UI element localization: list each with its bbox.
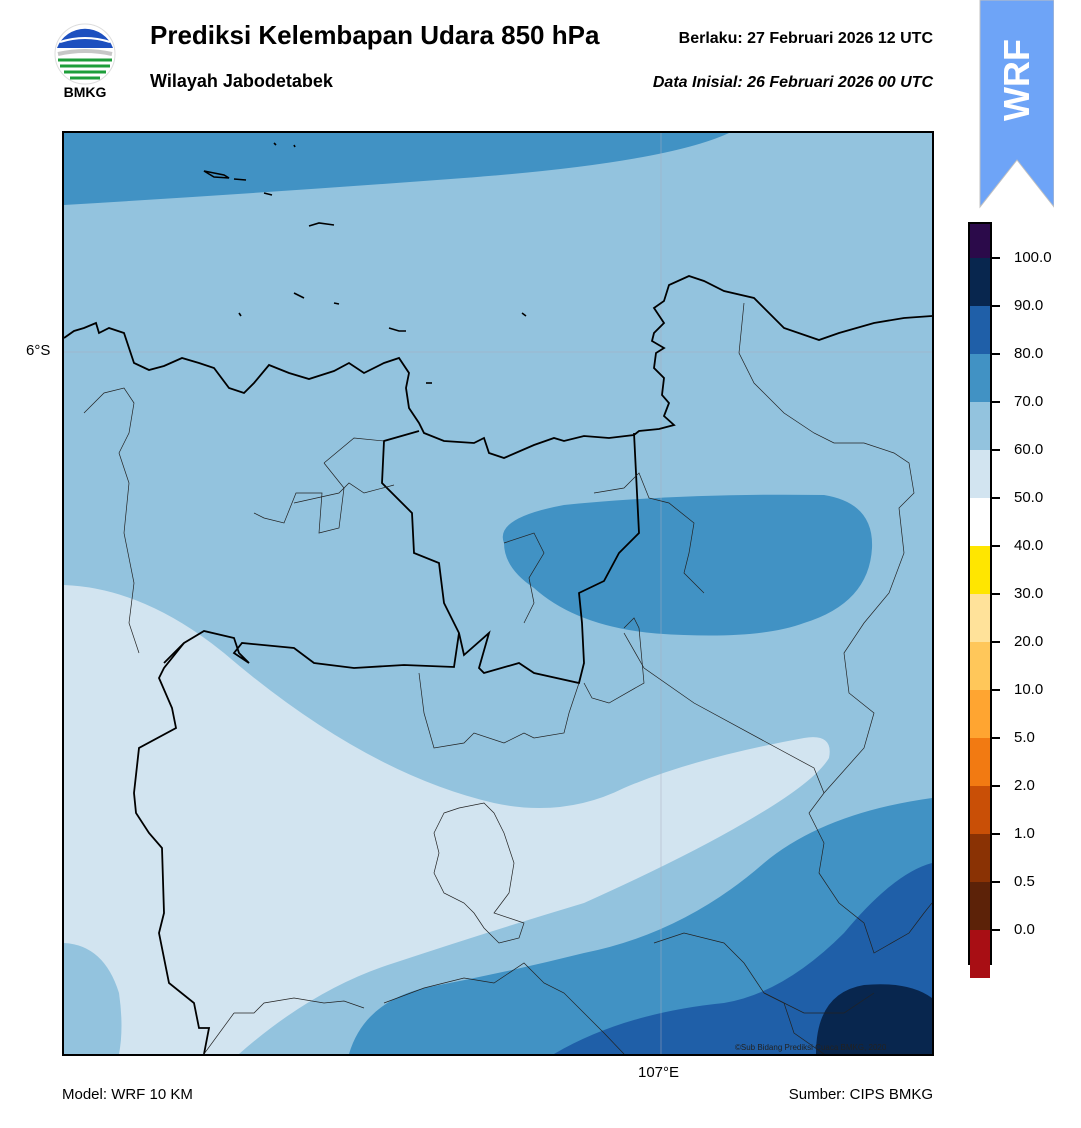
initial-time: Data Inisial: 26 Februari 2026 00 UTC bbox=[652, 74, 933, 91]
colorbar-segment bbox=[970, 258, 990, 306]
map-subtitle: Wilayah Jabodetabek bbox=[150, 71, 333, 91]
wrf-badge bbox=[979, 0, 1054, 209]
band-80-90-north bbox=[64, 133, 729, 205]
wrf-badge-label: WRF bbox=[979, 0, 1054, 160]
colorbar-label: 90.0 bbox=[1014, 297, 1044, 314]
colorbar-label: 80.0 bbox=[1014, 345, 1044, 362]
band-80-90-center bbox=[502, 494, 873, 636]
colorbar-segment bbox=[970, 930, 990, 978]
colorbar-segment bbox=[970, 642, 990, 690]
model-info: Model: WRF 10 KM bbox=[62, 1086, 193, 1103]
colorbar-tick bbox=[992, 401, 1000, 403]
colorbar-segment bbox=[970, 834, 990, 882]
colorbar-label: 2.0 bbox=[1014, 777, 1035, 794]
colorbar-segment bbox=[970, 450, 990, 498]
colorbar-tick bbox=[992, 785, 1000, 787]
colorbar-label: 10.0 bbox=[1014, 681, 1044, 698]
colorbar-label: 1.0 bbox=[1014, 825, 1035, 842]
colorbar-segment bbox=[970, 786, 990, 834]
colorbar-tick bbox=[992, 353, 1000, 355]
coastline bbox=[64, 275, 932, 459]
colorbar-segment bbox=[970, 882, 990, 930]
islands bbox=[203, 142, 527, 384]
colorbar-label: 5.0 bbox=[1014, 729, 1035, 746]
latitude-label: 6°S bbox=[26, 342, 51, 359]
bmkg-logo bbox=[54, 23, 116, 85]
colorbar-tick bbox=[992, 737, 1000, 739]
colorbar-tick bbox=[992, 689, 1000, 691]
colorbar-label: 70.0 bbox=[1014, 393, 1044, 410]
source-info: Sumber: CIPS BMKG bbox=[788, 1086, 933, 1103]
colorbar-tick bbox=[992, 929, 1000, 931]
colorbar-segment bbox=[970, 546, 990, 594]
logo-text: BMKG bbox=[63, 84, 107, 100]
colorbar-label: 100.0 bbox=[1014, 249, 1052, 266]
province-borders bbox=[133, 430, 640, 1054]
map-title: Prediksi Kelembapan Udara 850 hPa bbox=[150, 20, 600, 50]
colorbar-label: 40.0 bbox=[1014, 537, 1044, 554]
colorbar-label: 60.0 bbox=[1014, 441, 1044, 458]
colorbar-tick bbox=[992, 449, 1000, 451]
colorbar-tick bbox=[992, 641, 1000, 643]
colorbar-segment bbox=[970, 738, 990, 786]
band-60-70 bbox=[64, 585, 830, 1054]
band-70-80-southwest bbox=[64, 943, 122, 1054]
colorbar-segment bbox=[970, 402, 990, 450]
colorbar-segment bbox=[970, 224, 990, 258]
colorbar-label: 0.0 bbox=[1014, 921, 1035, 938]
humidity-map bbox=[62, 131, 934, 1056]
colorbar-segment bbox=[970, 594, 990, 642]
colorbar-label: 50.0 bbox=[1014, 489, 1044, 506]
colorbar-segment bbox=[970, 498, 990, 546]
colorbar-tick bbox=[992, 593, 1000, 595]
band-100-southeast bbox=[816, 984, 932, 1054]
longitude-label: 107°E bbox=[638, 1064, 680, 1081]
colorbar-label: 30.0 bbox=[1014, 585, 1044, 602]
colorbar-label: 20.0 bbox=[1014, 633, 1044, 650]
colorbar-segment bbox=[970, 690, 990, 738]
colorbar bbox=[968, 222, 992, 978]
colorbar-tick bbox=[992, 497, 1000, 499]
colorbar-segment bbox=[970, 354, 990, 402]
colorbar-tick bbox=[992, 881, 1000, 883]
colorbar-segment bbox=[970, 306, 990, 354]
copyright-text: ©Sub Bidang Prediksi Cuaca BMKG, 2020 bbox=[735, 1043, 887, 1052]
valid-time: Berlaku: 27 Februari 2026 12 UTC bbox=[678, 30, 933, 47]
map-canvas bbox=[64, 133, 932, 1054]
colorbar-tick bbox=[992, 305, 1000, 307]
colorbar-tick bbox=[992, 257, 1000, 259]
colorbar-label: 0.5 bbox=[1014, 873, 1035, 890]
colorbar-tick bbox=[992, 545, 1000, 547]
colorbar-tick bbox=[992, 833, 1000, 835]
wrf-badge-text: WRF bbox=[995, 39, 1037, 121]
district-borders bbox=[83, 302, 932, 1054]
